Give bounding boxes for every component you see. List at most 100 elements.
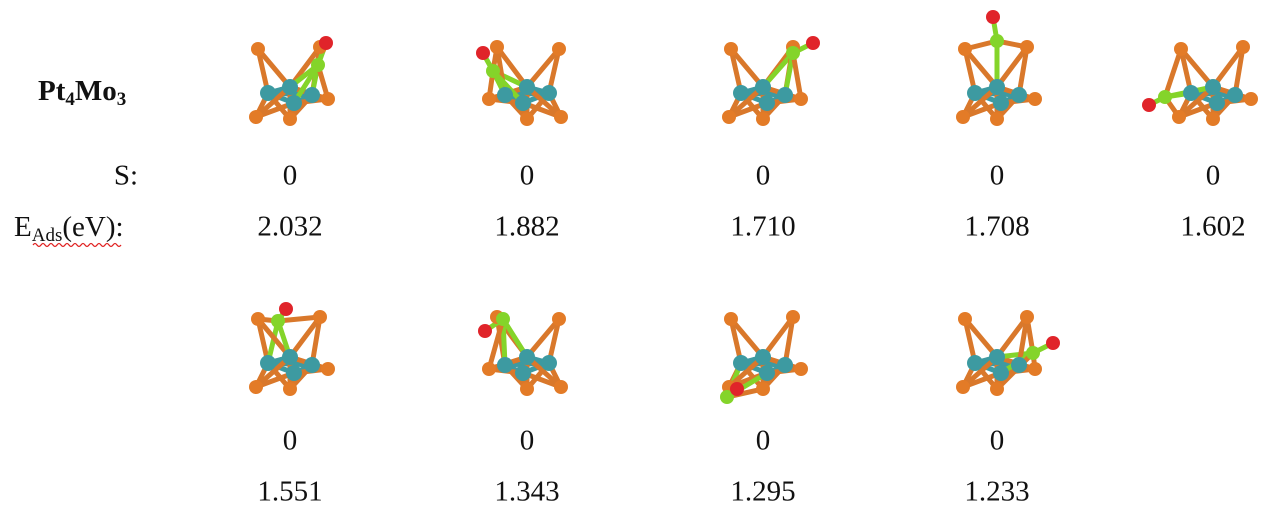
atom xyxy=(1011,87,1027,103)
atom xyxy=(1172,110,1186,124)
atom xyxy=(1205,79,1221,95)
atom xyxy=(282,349,298,365)
atom xyxy=(520,112,534,126)
molecule xyxy=(476,40,568,126)
title-part: Pt xyxy=(38,75,66,107)
atom xyxy=(759,95,775,111)
atom xyxy=(515,95,531,111)
atom xyxy=(1183,85,1199,101)
atom xyxy=(993,95,1009,111)
energy-value: 1.295 xyxy=(730,476,795,508)
atom xyxy=(497,357,513,373)
energy-value: 1.233 xyxy=(964,476,1029,508)
atom xyxy=(482,92,496,106)
energy-value: 1.710 xyxy=(730,211,795,243)
atom xyxy=(1227,87,1243,103)
spin-value: 0 xyxy=(990,160,1005,192)
atom xyxy=(1206,112,1220,126)
atom xyxy=(759,365,775,381)
atom xyxy=(786,46,800,60)
bond xyxy=(793,53,801,99)
atom xyxy=(552,42,566,56)
atom xyxy=(777,87,793,103)
atom xyxy=(1028,92,1042,106)
energy-label-part: Ads xyxy=(32,225,63,246)
molecule xyxy=(722,36,820,126)
page: {"title": {"parts": ["Pt", "4", "Mo", "3… xyxy=(0,0,1274,512)
atom xyxy=(967,85,983,101)
atom xyxy=(283,382,297,396)
atom xyxy=(967,355,983,371)
atom xyxy=(990,112,1004,126)
atom xyxy=(490,40,504,54)
title-part: 4 xyxy=(65,89,75,110)
atom xyxy=(321,362,335,376)
atom xyxy=(956,110,970,124)
atom xyxy=(1046,336,1060,350)
atom xyxy=(777,357,793,373)
atom xyxy=(271,314,285,328)
atom xyxy=(786,310,800,324)
atom xyxy=(990,34,1004,48)
atom xyxy=(989,79,1005,95)
atom xyxy=(260,355,276,371)
atom xyxy=(722,110,736,124)
atom xyxy=(1142,98,1156,112)
atom xyxy=(554,380,568,394)
atom xyxy=(515,365,531,381)
atom xyxy=(986,10,1000,24)
atom xyxy=(730,382,744,396)
atom xyxy=(249,110,263,124)
atom xyxy=(756,382,770,396)
spin-value: 0 xyxy=(756,160,771,192)
energy-label-part: E xyxy=(14,211,32,243)
spin-value: 0 xyxy=(520,425,535,457)
atom xyxy=(279,302,293,316)
spin-value: 0 xyxy=(990,425,1005,457)
atom xyxy=(956,380,970,394)
atom xyxy=(520,382,534,396)
title-part: Mo xyxy=(75,75,117,107)
molecule xyxy=(249,36,335,126)
atom xyxy=(806,36,820,50)
atom xyxy=(552,312,566,326)
atom xyxy=(1209,95,1225,111)
energy-value: 1.882 xyxy=(494,211,559,243)
atom xyxy=(1026,346,1040,360)
atom xyxy=(1174,42,1188,56)
atom xyxy=(519,349,535,365)
atom xyxy=(1028,362,1042,376)
atom xyxy=(1011,357,1027,373)
atom xyxy=(733,85,749,101)
atom xyxy=(724,312,738,326)
spin-value: 0 xyxy=(520,160,535,192)
spin-value: 0 xyxy=(756,425,771,457)
atom xyxy=(733,355,749,371)
energy-label-part: (eV): xyxy=(62,211,123,243)
atom xyxy=(321,92,335,106)
molecule xyxy=(720,310,808,404)
energy-value: 1.708 xyxy=(964,211,1029,243)
atom xyxy=(304,87,320,103)
atom xyxy=(1020,40,1034,54)
atom xyxy=(541,355,557,371)
atom xyxy=(724,42,738,56)
spin-value: 0 xyxy=(283,425,298,457)
atom xyxy=(251,312,265,326)
atom xyxy=(260,85,276,101)
energy-value: 1.602 xyxy=(1180,211,1245,243)
atom xyxy=(989,349,1005,365)
atom xyxy=(496,312,510,326)
atom xyxy=(304,357,320,373)
title-part: 3 xyxy=(117,89,127,110)
atom xyxy=(794,362,808,376)
molecule xyxy=(478,310,568,396)
figure: Pt4Mo3 S: EAds(eV): 02.03201.88201.71001… xyxy=(0,0,1274,512)
atom xyxy=(993,365,1009,381)
atom xyxy=(1020,310,1034,324)
energy-value: 1.551 xyxy=(257,476,322,508)
atom xyxy=(519,79,535,95)
atom xyxy=(958,42,972,56)
atom xyxy=(476,46,490,60)
atom xyxy=(1236,40,1250,54)
